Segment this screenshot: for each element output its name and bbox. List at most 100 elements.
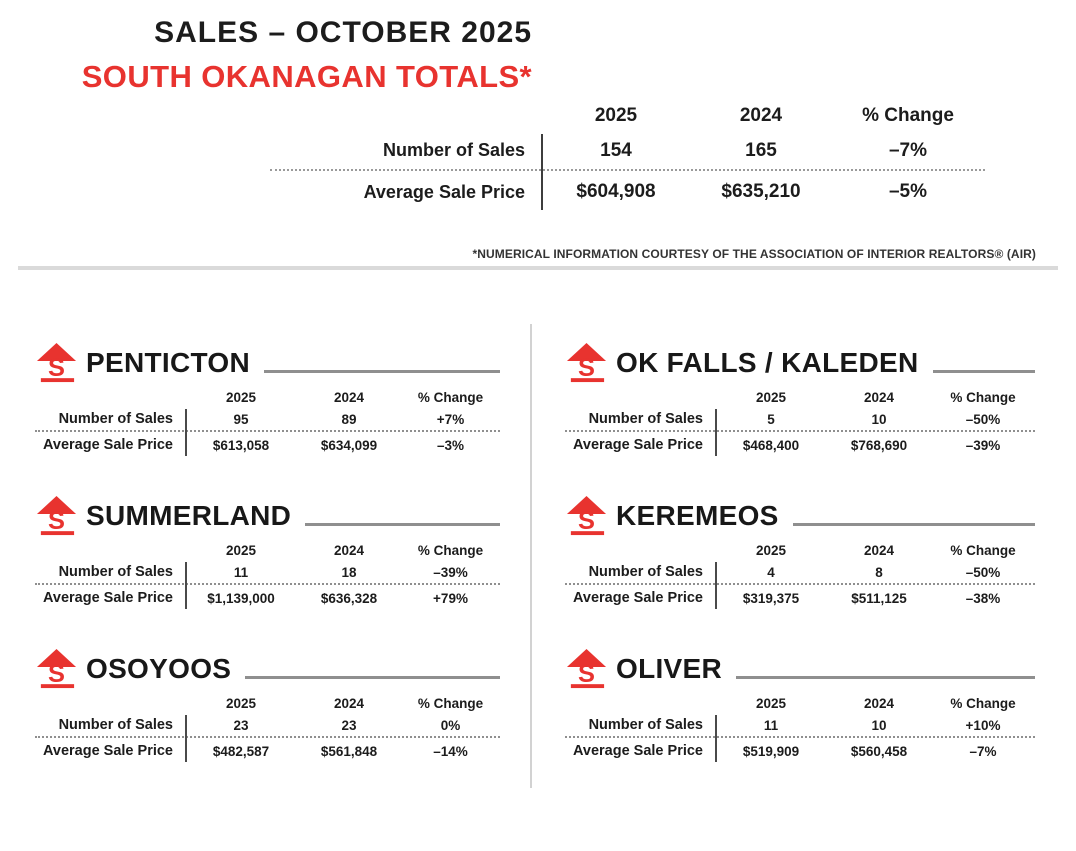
row-label-average-sale-price: Average Sale Price (42, 437, 173, 453)
totals-sales-change: –7% (888, 139, 928, 161)
dotted-divider (270, 169, 985, 171)
sales-2024: 23 (341, 717, 357, 733)
price-change: –38% (965, 590, 1001, 606)
sales-2024: 10 (871, 411, 887, 427)
price-2024: $560,458 (850, 743, 908, 759)
title-rule (792, 522, 1035, 526)
price-2024: $636,328 (320, 590, 378, 606)
card-sales-row: Number of Sales 4 8 –50% (565, 561, 1035, 583)
row-label-number-of-sales: Number of Sales (382, 140, 525, 160)
card-header-row: 2025 2024 % Change (35, 386, 500, 408)
col-header-change: % Change (862, 104, 954, 126)
price-2025: $482,587 (212, 743, 270, 759)
totals-header-row: 2025 2024 % Change (270, 99, 985, 132)
table-vertical-rule (185, 409, 187, 456)
row-label-average-sale-price: Average Sale Price (572, 590, 703, 606)
table-vertical-rule (541, 134, 543, 210)
sales-2025: 11 (233, 564, 249, 580)
card-header-row: 2025 2024 % Change (565, 386, 1035, 408)
col-header-change: % Change (950, 542, 1016, 558)
region-card-ok-falls-kaleden: S OK FALLS / KALEDEN 2025 2024 % Change … (565, 341, 1035, 458)
col-header-2025: 2025 (755, 389, 787, 405)
svg-text:S: S (48, 354, 65, 382)
region-card-penticton: S PENTICTON 2025 2024 % Change Number of… (35, 341, 500, 458)
price-2025: $613,058 (212, 437, 270, 453)
col-header-change: % Change (417, 695, 484, 711)
card-sales-row: Number of Sales 11 18 –39% (35, 561, 500, 583)
card-sales-row: Number of Sales 11 10 +10% (565, 714, 1035, 736)
col-header-change: % Change (417, 389, 484, 405)
row-label-number-of-sales: Number of Sales (588, 564, 703, 580)
house-icon: S (566, 648, 607, 688)
col-header-2025: 2025 (225, 389, 257, 405)
price-change: –39% (965, 437, 1001, 453)
region-table: 2025 2024 % Change Number of Sales 95 89… (35, 386, 500, 458)
row-label-number-of-sales: Number of Sales (58, 564, 173, 580)
card-header: S OLIVER (565, 647, 1035, 691)
card-header-row: 2025 2024 % Change (565, 692, 1035, 714)
col-header-change: % Change (950, 695, 1016, 711)
region-name: KEREMEOS (616, 500, 779, 531)
col-header-2025: 2025 (225, 695, 257, 711)
col-header-change: % Change (417, 542, 484, 558)
sales-2024: 8 (875, 564, 883, 580)
row-label-average-sale-price: Average Sale Price (572, 743, 703, 759)
row-label-average-sale-price: Average Sale Price (42, 743, 173, 759)
card-price-row: Average Sale Price $519,909 $560,458 –7% (565, 738, 1035, 764)
col-header-change: % Change (950, 389, 1016, 405)
col-header-2025: 2025 (755, 542, 787, 558)
dotted-divider (565, 430, 1035, 432)
table-vertical-rule (185, 715, 187, 762)
region-card-summerland: S SUMMERLAND 2025 2024 % Change Number o… (35, 494, 500, 611)
totals-price-change: –5% (888, 181, 928, 202)
card-header: S KEREMEOS (565, 494, 1035, 538)
price-2025: $1,139,000 (207, 590, 275, 606)
region-card-oliver: S OLIVER 2025 2024 % Change Number of Sa… (565, 647, 1035, 764)
dotted-divider (35, 430, 500, 432)
card-price-row: Average Sale Price $1,139,000 $636,328 +… (35, 585, 500, 611)
col-header-2024: 2024 (739, 104, 783, 126)
card-price-row: Average Sale Price $482,587 $561,848 –14… (35, 738, 500, 764)
card-header: S OSOYOOS (35, 647, 500, 691)
region-name: SUMMERLAND (86, 500, 292, 531)
card-header-row: 2025 2024 % Change (565, 539, 1035, 561)
dotted-divider (565, 583, 1035, 585)
house-icon: S (36, 342, 77, 382)
price-2024: $561,848 (320, 743, 378, 759)
horizontal-divider (18, 266, 1058, 270)
svg-text:S: S (578, 660, 595, 688)
price-change: –14% (433, 743, 468, 759)
table-vertical-rule (715, 409, 717, 456)
disclaimer-text: *NUMERICAL INFORMATION COURTESY OF THE A… (472, 247, 1036, 261)
totals-sales-row: Number of Sales 154 165 –7% (270, 132, 985, 169)
card-header-row: 2025 2024 % Change (35, 692, 500, 714)
col-header-2024: 2024 (333, 542, 365, 558)
card-header: S SUMMERLAND (35, 494, 500, 538)
col-header-2024: 2024 (863, 389, 895, 405)
price-change: +79% (433, 590, 468, 606)
sales-2024: 18 (341, 564, 357, 580)
house-icon: S (36, 495, 77, 535)
sales-change: +10% (965, 717, 1001, 733)
price-change: –3% (436, 437, 465, 453)
price-2025: $519,909 (742, 743, 800, 759)
sales-2025: 11 (763, 717, 779, 733)
col-header-2025: 2025 (755, 695, 787, 711)
card-header: S PENTICTON (35, 341, 500, 385)
table-vertical-rule (715, 715, 717, 762)
column-divider (530, 324, 532, 788)
region-table: 2025 2024 % Change Number of Sales 4 8 –… (565, 539, 1035, 611)
title-rule (263, 369, 500, 373)
sales-2024: 89 (341, 411, 357, 427)
region-table: 2025 2024 % Change Number of Sales 5 10 … (565, 386, 1035, 458)
region-card-keremeos: S KEREMEOS 2025 2024 % Change Number of … (565, 494, 1035, 611)
svg-text:S: S (578, 354, 595, 382)
page-title: SALES – OCTOBER 2025 (154, 16, 532, 49)
totals-sales-2024: 165 (745, 139, 777, 161)
region-cards-grid: S PENTICTON 2025 2024 % Change Number of… (35, 341, 1035, 764)
price-2024: $768,690 (850, 437, 908, 453)
svg-text:S: S (578, 507, 595, 535)
region-table: 2025 2024 % Change Number of Sales 23 23… (35, 692, 500, 764)
card-header: S OK FALLS / KALEDEN (565, 341, 1035, 385)
